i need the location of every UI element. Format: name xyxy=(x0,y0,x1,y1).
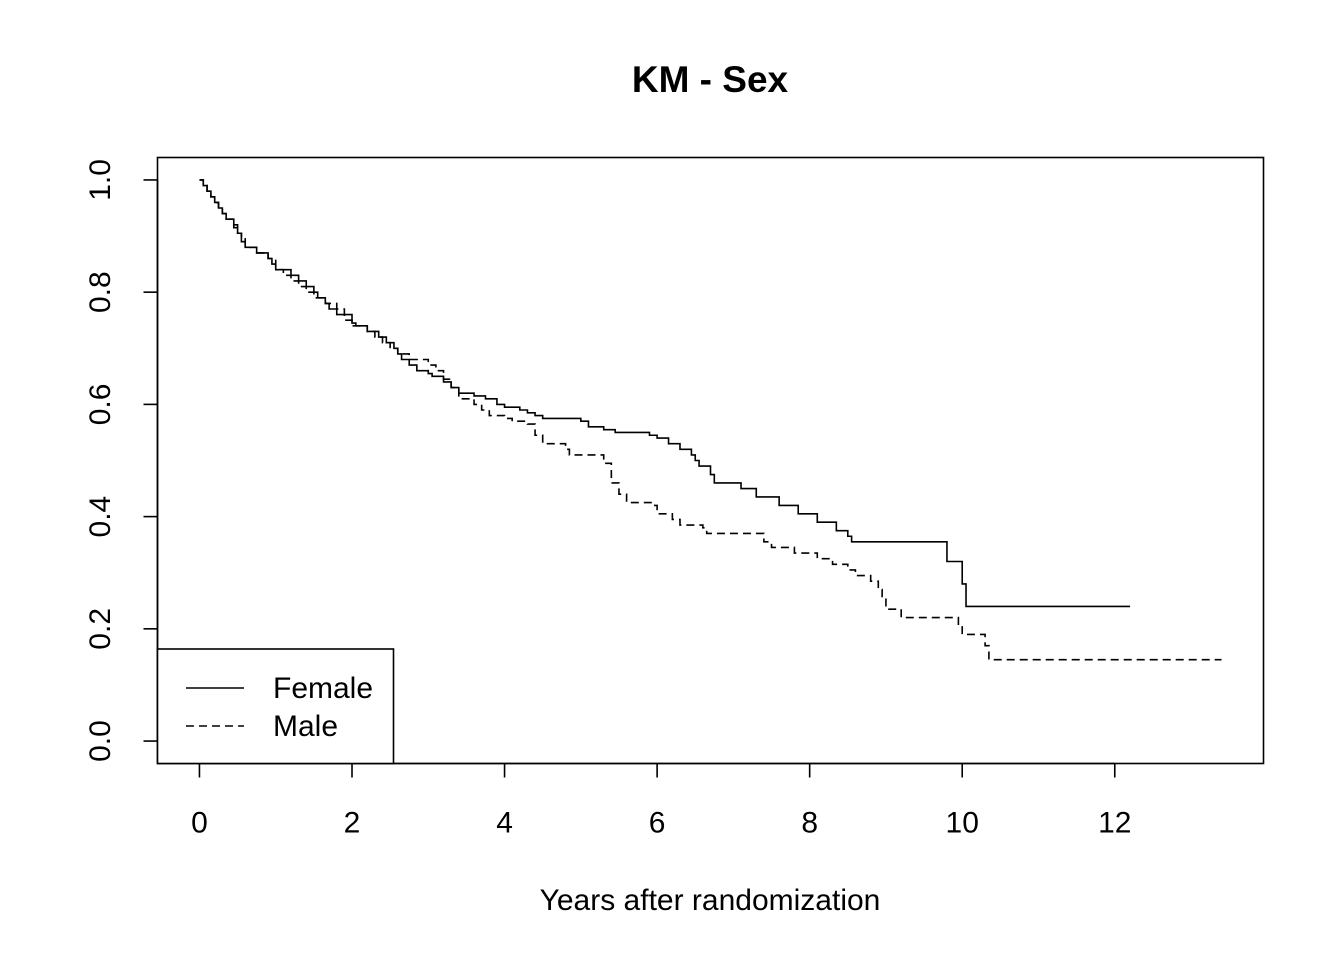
x-tick-label: 6 xyxy=(649,807,666,840)
survival-curves xyxy=(199,179,1222,661)
legend-box xyxy=(156,648,395,765)
x-tick-label: 8 xyxy=(801,807,818,840)
x-tick-label: 10 xyxy=(946,807,979,840)
x-tick-label: 12 xyxy=(1098,807,1131,840)
y-axis: 0.0 0.2 0.4 0.6 0.8 1.0 xyxy=(84,159,159,762)
y-tick-label: 1.0 xyxy=(84,159,117,201)
legend-label-male: Male xyxy=(273,710,338,743)
series-line-male xyxy=(199,179,1222,661)
y-tick-label: 0.4 xyxy=(84,496,117,538)
x-axis-label: Years after randomization xyxy=(540,884,881,917)
chart-title: KM - Sex xyxy=(632,59,789,100)
x-tick-label: 2 xyxy=(344,807,361,840)
legend-label-female: Female xyxy=(273,672,373,705)
series-line-female xyxy=(199,179,1131,608)
y-tick-label: 0.2 xyxy=(84,608,117,650)
x-tick-label: 0 xyxy=(191,807,208,840)
x-axis: 0 2 4 6 8 10 12 xyxy=(191,762,1131,840)
y-tick-label: 0.8 xyxy=(84,271,117,313)
y-tick-label: 0.6 xyxy=(84,384,117,426)
y-tick-label: 0.0 xyxy=(84,720,117,762)
x-tick-label: 4 xyxy=(496,807,513,840)
legend: Female Male xyxy=(156,648,395,765)
